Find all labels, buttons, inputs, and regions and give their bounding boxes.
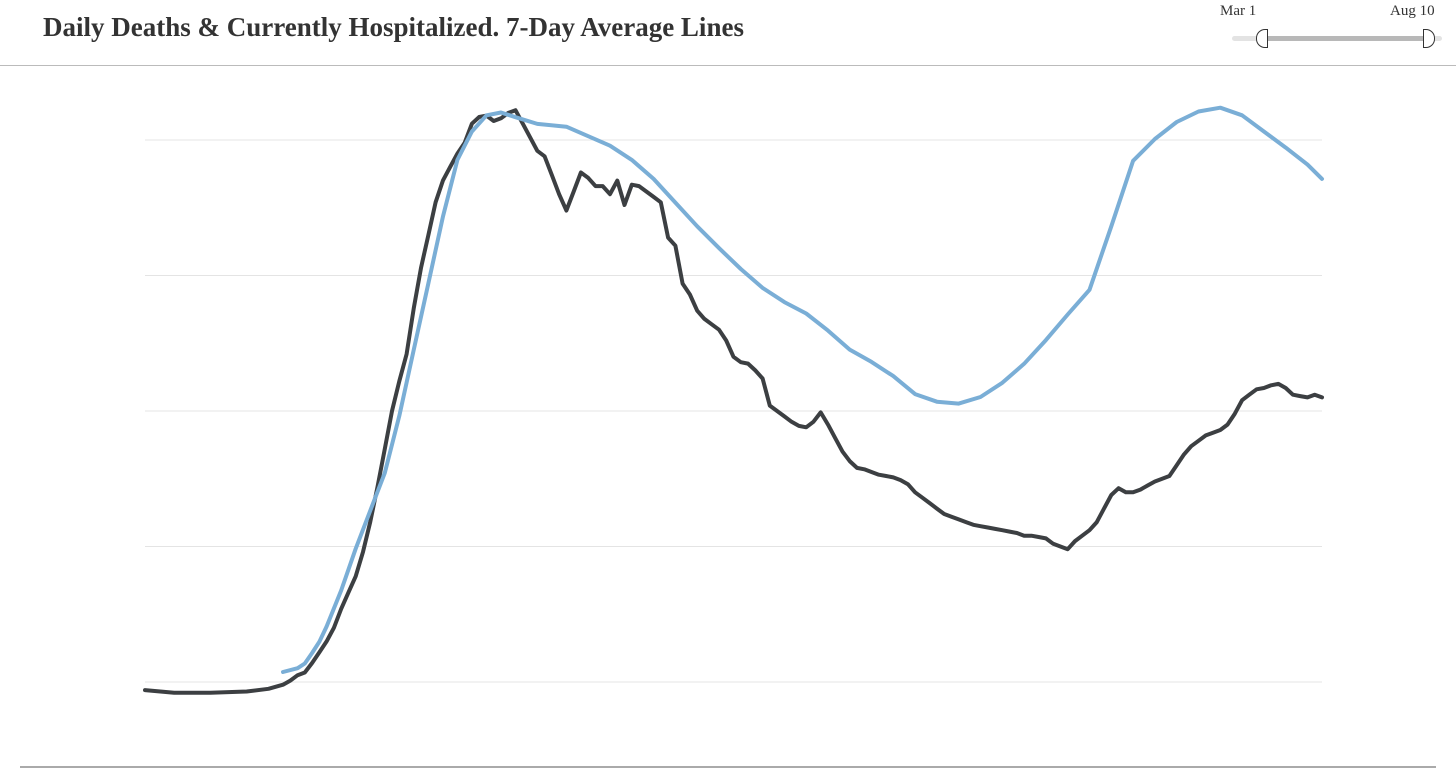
date-range-slider[interactable]: Mar 1 Aug 10 <box>1220 0 1456 56</box>
range-start-label: Mar 1 <box>1220 3 1257 19</box>
range-end-label: Aug 10 <box>1390 3 1435 19</box>
header-divider <box>0 65 1456 66</box>
range-start-handle[interactable] <box>1256 29 1268 48</box>
footer-divider <box>20 766 1436 768</box>
hospitalized-series-line <box>281 105 1324 674</box>
chart-title: Daily Deaths & Currently Hospitalized. 7… <box>43 12 744 42</box>
range-selected-fill <box>1262 36 1428 41</box>
deaths-series-line <box>143 108 1324 695</box>
